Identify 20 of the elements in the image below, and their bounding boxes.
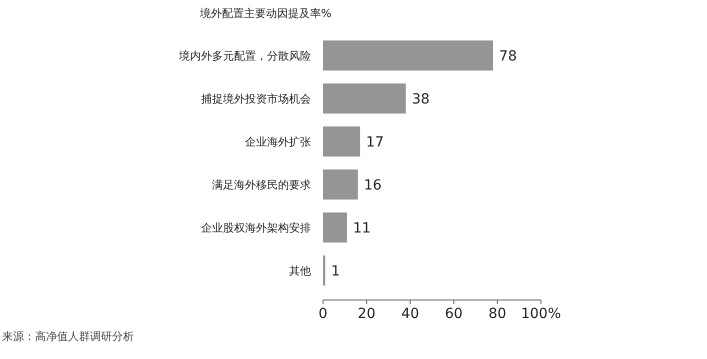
y-tick-label: 满足海外移民的要求 xyxy=(212,178,311,192)
data-label: 16 xyxy=(364,178,382,194)
data-label: 38 xyxy=(412,92,430,108)
y-tick-label: 企业海外扩张 xyxy=(245,136,311,148)
chart-title: 境外配置主要动因提及率% xyxy=(199,7,332,20)
x-tick-label: 100% xyxy=(520,306,562,322)
data-label: 78 xyxy=(499,48,517,64)
data-label: 1 xyxy=(331,264,340,280)
data-label: 11 xyxy=(352,220,371,236)
x-tick-label: 0 xyxy=(318,306,328,322)
source-note: 来源：高净值人群调研分析 xyxy=(2,330,134,343)
y-tick-label: 其他 xyxy=(289,264,311,278)
x-tick-label: 40 xyxy=(401,306,420,322)
y-tick-label: 境内外多元配置，分散风险 xyxy=(178,50,311,62)
x-tick-label: 60 xyxy=(444,306,463,322)
y-tick-label: 捕捉境外投资市场机会 xyxy=(201,92,311,106)
y-tick-label: 企业股权海外架构安排 xyxy=(201,222,311,234)
data-label: 17 xyxy=(366,134,384,150)
x-tick-label: 80 xyxy=(488,306,506,322)
x-tick-label: 20 xyxy=(358,306,376,322)
